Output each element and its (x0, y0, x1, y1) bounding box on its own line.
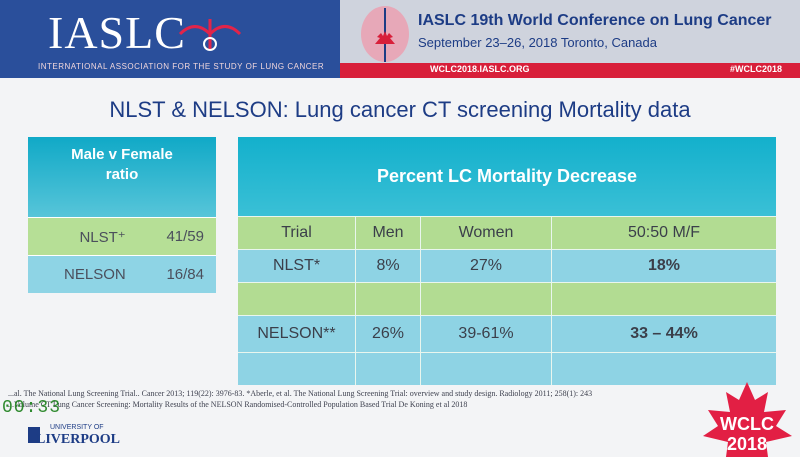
hashtag: #WCLC2018 (730, 64, 783, 74)
mortality-table-header: Percent LC Mortality Decrease (238, 137, 776, 216)
mortality-decrease-table: Percent LC Mortality Decrease Trial Men … (238, 137, 776, 385)
iaslc-logo: IASLC (48, 7, 186, 58)
mf-cell: 18% (551, 250, 776, 282)
male-female-ratio-table: Male v Female ratio NLST⁺ 41/59 NELSON 1… (28, 137, 216, 293)
table-row (238, 282, 776, 315)
ratio-value-cell: 16/84 (166, 266, 204, 283)
university-crest-icon (28, 427, 40, 443)
trial-cell: NLST* (272, 257, 321, 274)
women-cell (420, 353, 551, 385)
university-name: LIVERPOOL (36, 432, 121, 447)
toronto-maple-leaf-icon (361, 6, 409, 62)
table-row: NLST* 8% 27% 18% (238, 249, 776, 282)
mf-cell: 33 – 44% (551, 316, 776, 352)
women-cell: 39-61% (420, 316, 551, 352)
slide-title: NLST & NELSON: Lung cancer CT screening … (109, 97, 691, 122)
reference-line: ...Volume CT Lung Cancer Screening: Mort… (8, 400, 468, 409)
column-header-row: Trial Men Women 50:50 M/F (238, 216, 776, 249)
website-link[interactable]: WCLC2018.IASLC.ORG (430, 64, 530, 74)
men-cell: 26% (355, 316, 420, 352)
table-row (238, 352, 776, 385)
ratio-value-cell: 41/59 (166, 228, 204, 245)
mf-cell (551, 283, 776, 315)
ratio-trial-cell: NLST⁺ (79, 228, 126, 246)
table-row: NLST⁺ 41/59 (28, 217, 216, 255)
reference-line: ...al. The National Lung Screening Trial… (8, 389, 593, 398)
university-of-label: UNIVERSITY OF (50, 424, 104, 431)
conference-dates: September 23–26, 2018 Toronto, Canada (418, 35, 657, 50)
wclc-logo-year: 2018 (727, 434, 767, 454)
trial-cell: NELSON** (257, 325, 336, 342)
women-cell (420, 283, 551, 315)
header-blue-strip (0, 63, 340, 78)
slide-timer: 00:33 (2, 398, 62, 418)
women-cell: 27% (420, 250, 551, 282)
ratio-table-header: Male v Female ratio (28, 137, 216, 217)
column-header: Men (355, 217, 420, 249)
wclc-logo-text: WCLC (720, 414, 774, 434)
lungs-icon (178, 19, 242, 51)
column-header: Women (420, 217, 551, 249)
conference-title: IASLC 19th World Conference on Lung Canc… (418, 12, 772, 29)
ratio-header-line1: Male v Female (71, 146, 173, 163)
trial-cell (238, 283, 355, 315)
table-row: NELSON** 26% 39-61% 33 – 44% (238, 315, 776, 352)
men-cell (355, 283, 420, 315)
trial-cell (238, 353, 355, 385)
men-cell: 8% (355, 250, 420, 282)
ratio-trial-cell: NELSON (64, 266, 126, 283)
iaslc-subtitle: INTERNATIONAL ASSOCIATION FOR THE STUDY … (38, 62, 325, 71)
references: ...al. The National Lung Screening Trial… (8, 388, 698, 410)
table-row: NELSON 16/84 (28, 255, 216, 293)
column-header: Trial (281, 224, 312, 241)
ratio-header-line2: ratio (105, 166, 139, 183)
mf-cell (551, 353, 776, 385)
column-header: 50:50 M/F (551, 217, 776, 249)
men-cell (355, 353, 420, 385)
wclc-2018-logo: WCLC 2018 (703, 382, 792, 457)
